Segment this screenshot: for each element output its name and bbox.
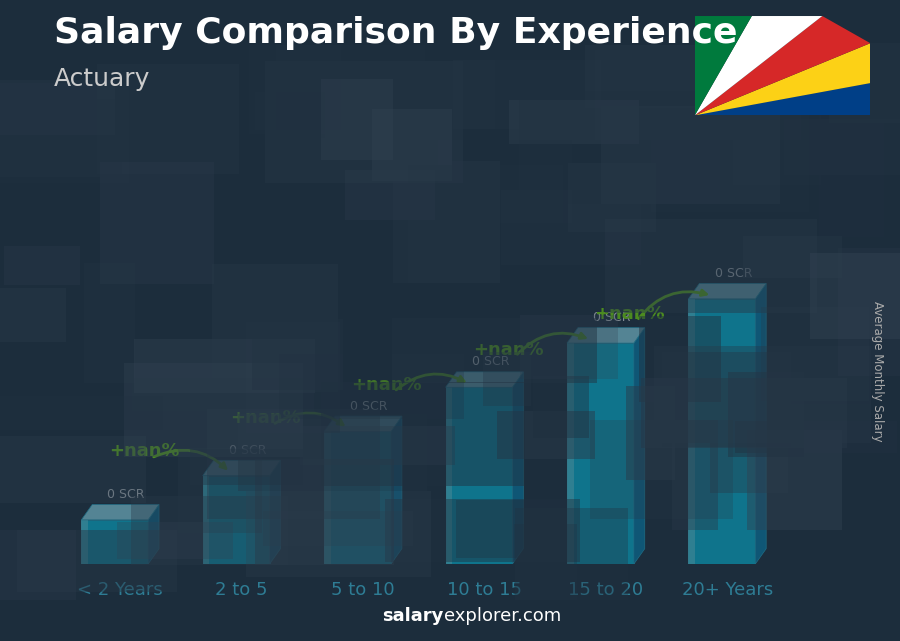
Text: Salary Comparison By Experience: Salary Comparison By Experience [54, 16, 737, 50]
FancyBboxPatch shape [392, 160, 500, 283]
FancyBboxPatch shape [4, 246, 80, 285]
Text: +nan%: +nan% [109, 442, 179, 460]
Polygon shape [81, 520, 88, 564]
Polygon shape [446, 387, 453, 564]
FancyBboxPatch shape [163, 45, 341, 130]
FancyBboxPatch shape [408, 165, 563, 288]
Polygon shape [695, 16, 823, 115]
Text: Average Monthly Salary: Average Monthly Salary [871, 301, 884, 442]
FancyBboxPatch shape [134, 340, 315, 394]
Polygon shape [755, 283, 766, 564]
FancyBboxPatch shape [639, 315, 721, 402]
FancyBboxPatch shape [601, 106, 780, 204]
FancyBboxPatch shape [838, 248, 900, 376]
Polygon shape [512, 372, 523, 564]
FancyBboxPatch shape [653, 346, 871, 444]
Polygon shape [202, 460, 281, 476]
Text: 15 to 20: 15 to 20 [568, 581, 644, 599]
FancyBboxPatch shape [672, 420, 718, 530]
FancyBboxPatch shape [265, 61, 464, 183]
FancyBboxPatch shape [500, 190, 641, 265]
FancyBboxPatch shape [483, 352, 531, 406]
Text: 0 SCR: 0 SCR [472, 355, 509, 369]
Polygon shape [324, 431, 331, 564]
Text: 2 to 5: 2 to 5 [215, 581, 268, 599]
Text: +nan%: +nan% [230, 409, 301, 427]
FancyBboxPatch shape [0, 83, 129, 183]
Polygon shape [148, 504, 159, 564]
Text: Actuary: Actuary [54, 67, 150, 91]
FancyBboxPatch shape [279, 354, 464, 419]
Polygon shape [695, 16, 752, 115]
Text: +nan%: +nan% [594, 305, 665, 323]
FancyBboxPatch shape [252, 319, 343, 390]
FancyBboxPatch shape [124, 363, 303, 457]
Text: 0 SCR: 0 SCR [715, 267, 752, 280]
FancyBboxPatch shape [810, 253, 900, 339]
FancyBboxPatch shape [301, 426, 455, 465]
FancyBboxPatch shape [0, 288, 67, 342]
FancyBboxPatch shape [207, 409, 380, 519]
FancyBboxPatch shape [626, 386, 675, 480]
Text: +nan%: +nan% [352, 376, 422, 394]
FancyBboxPatch shape [652, 101, 809, 212]
FancyBboxPatch shape [788, 404, 900, 476]
FancyBboxPatch shape [372, 110, 452, 181]
FancyBboxPatch shape [735, 421, 897, 453]
FancyBboxPatch shape [190, 449, 303, 485]
FancyBboxPatch shape [641, 378, 847, 447]
Polygon shape [695, 16, 870, 115]
Text: 0 SCR: 0 SCR [593, 311, 631, 324]
FancyBboxPatch shape [384, 499, 580, 562]
Text: explorer.com: explorer.com [444, 607, 561, 625]
FancyBboxPatch shape [606, 219, 817, 313]
FancyBboxPatch shape [830, 44, 900, 123]
FancyBboxPatch shape [568, 163, 656, 231]
FancyBboxPatch shape [453, 60, 601, 129]
FancyBboxPatch shape [747, 431, 842, 530]
Polygon shape [324, 416, 402, 431]
FancyBboxPatch shape [17, 529, 177, 592]
FancyBboxPatch shape [0, 99, 122, 177]
FancyBboxPatch shape [584, 45, 723, 108]
Polygon shape [688, 299, 755, 564]
Polygon shape [81, 504, 159, 520]
FancyBboxPatch shape [0, 437, 147, 503]
Polygon shape [695, 83, 870, 115]
FancyBboxPatch shape [321, 79, 392, 160]
FancyBboxPatch shape [497, 412, 596, 460]
FancyBboxPatch shape [0, 80, 114, 135]
Polygon shape [446, 372, 523, 387]
Text: 0 SCR: 0 SCR [350, 399, 388, 413]
Text: +nan%: +nan% [472, 340, 544, 358]
Text: 0 SCR: 0 SCR [229, 444, 266, 457]
FancyBboxPatch shape [97, 64, 239, 174]
FancyBboxPatch shape [246, 322, 339, 433]
FancyBboxPatch shape [710, 443, 788, 493]
FancyBboxPatch shape [819, 115, 885, 237]
FancyBboxPatch shape [590, 420, 733, 519]
FancyBboxPatch shape [456, 500, 567, 558]
FancyBboxPatch shape [520, 315, 617, 379]
FancyBboxPatch shape [247, 491, 431, 577]
FancyBboxPatch shape [761, 307, 869, 401]
Text: 10 to 15: 10 to 15 [447, 581, 522, 599]
Polygon shape [567, 343, 634, 564]
FancyBboxPatch shape [177, 448, 262, 533]
Polygon shape [567, 328, 644, 343]
Polygon shape [269, 460, 281, 564]
Text: < 2 Years: < 2 Years [77, 581, 163, 599]
FancyBboxPatch shape [662, 352, 790, 447]
FancyBboxPatch shape [0, 530, 76, 601]
Text: salary: salary [382, 607, 444, 625]
Text: 0 SCR: 0 SCR [107, 488, 145, 501]
Polygon shape [81, 520, 148, 564]
FancyBboxPatch shape [131, 496, 288, 565]
FancyBboxPatch shape [255, 459, 393, 565]
Polygon shape [391, 416, 402, 564]
FancyBboxPatch shape [256, 92, 325, 192]
Polygon shape [567, 343, 573, 564]
FancyBboxPatch shape [518, 92, 720, 204]
FancyBboxPatch shape [514, 524, 578, 620]
